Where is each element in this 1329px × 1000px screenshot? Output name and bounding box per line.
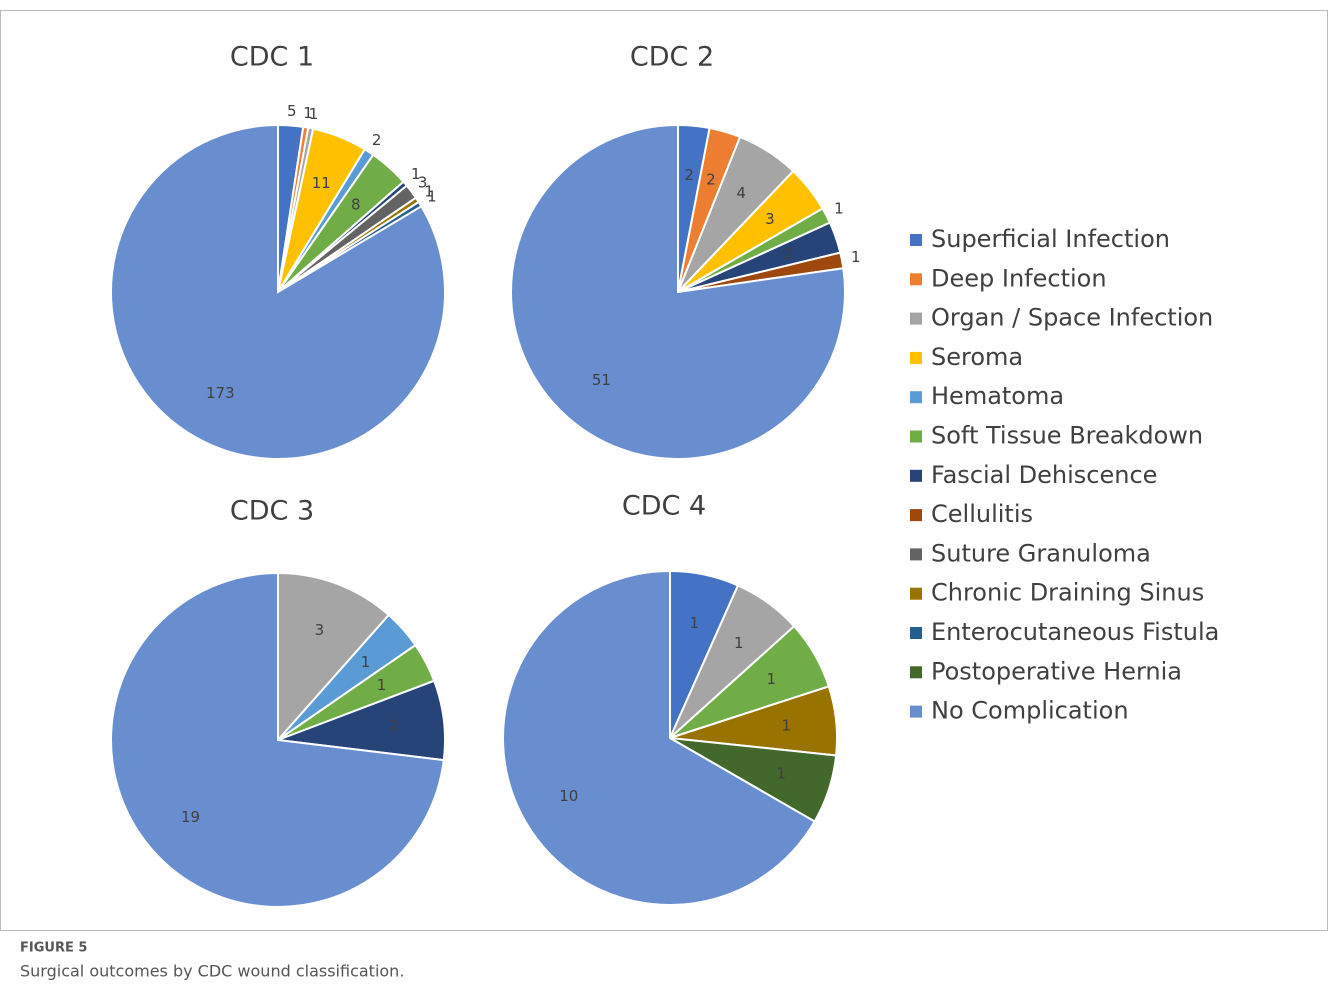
slice-label: 2 <box>706 170 716 188</box>
legend-swatch <box>910 469 922 482</box>
legend-swatch <box>910 705 922 718</box>
legend-swatch <box>910 273 922 286</box>
slice-label: 1 <box>411 165 421 183</box>
legend-label: Deep Infection <box>931 264 1107 292</box>
pie-slice <box>110 123 446 460</box>
legend-label: Organ / Space Infection <box>931 304 1213 332</box>
legend-label: Soft Tissue Breakdown <box>931 422 1203 450</box>
pie-slice <box>502 569 816 906</box>
legend-label: Superficial Infection <box>931 225 1170 253</box>
slice-label: 2 <box>372 131 382 149</box>
legend-swatch <box>910 627 922 639</box>
legend-swatch <box>910 312 922 325</box>
caption-label: FIGURE 5 <box>20 941 87 956</box>
legend-swatch <box>910 430 922 443</box>
slice-label: 1 <box>734 634 744 652</box>
slice-label: 1 <box>377 676 387 694</box>
legend-label: Fascial Dehiscence <box>931 461 1157 489</box>
legend-label: Hematoma <box>931 382 1064 410</box>
slice-label: 1 <box>690 614 700 632</box>
legend-label: Cellulitis <box>931 500 1033 528</box>
slice-label: 5 <box>287 102 297 120</box>
slice-label: 11 <box>312 174 331 192</box>
legend-swatch <box>910 391 922 404</box>
chart-title: CDC 3 <box>230 496 314 527</box>
slice-label: 3 <box>315 621 325 639</box>
slice-label: 1 <box>851 248 861 266</box>
slice-label: 3 <box>765 210 775 228</box>
slice-label: 10 <box>559 787 578 805</box>
slice-label: 2 <box>784 244 794 262</box>
slice-label: 1 <box>781 716 791 734</box>
slice-label: 2 <box>389 716 399 734</box>
legend-swatch <box>910 548 922 561</box>
legend-label: Seroma <box>931 343 1023 371</box>
slice-label: 1 <box>427 187 437 205</box>
slice-label: 1 <box>776 765 786 783</box>
slice-label: 1 <box>766 670 776 688</box>
legend-swatch <box>910 509 922 522</box>
legend-swatch <box>910 587 922 600</box>
chart-title: CDC 1 <box>230 42 314 73</box>
pie-slice <box>277 571 391 743</box>
chart-title: CDC 2 <box>630 42 714 73</box>
slice-label: 8 <box>351 195 361 213</box>
slice-label: 4 <box>736 184 746 202</box>
pie-slice <box>110 571 445 908</box>
slice-label: 3 <box>418 174 428 192</box>
legend-label: No Complication <box>931 697 1129 725</box>
slice-label: 1 <box>309 105 319 123</box>
legend-swatch <box>910 666 922 679</box>
slice-label: 19 <box>181 808 200 826</box>
legend-label: Postoperative Hernia <box>931 657 1182 685</box>
legend-label: Enterocutaneous Fistula <box>931 618 1219 646</box>
legend-label: Suture Granuloma <box>931 539 1151 567</box>
caption-text: Surgical outcomes by CDC wound classific… <box>20 962 404 981</box>
slice-label: 1 <box>303 104 313 122</box>
slice-label: 2 <box>684 166 694 184</box>
slice-label: 1 <box>834 200 844 218</box>
legend-swatch <box>910 234 922 246</box>
legend-label: Chronic Draining Sinus <box>931 579 1204 607</box>
figure-frame <box>0 10 1328 931</box>
slice-label: 1 <box>424 183 434 201</box>
slice-label: 1 <box>361 653 371 671</box>
chart-title: CDC 4 <box>622 491 706 522</box>
pie-slice <box>510 123 846 460</box>
slice-label: 173 <box>206 384 235 402</box>
legend-swatch <box>910 351 922 364</box>
slice-label: 51 <box>592 371 611 389</box>
